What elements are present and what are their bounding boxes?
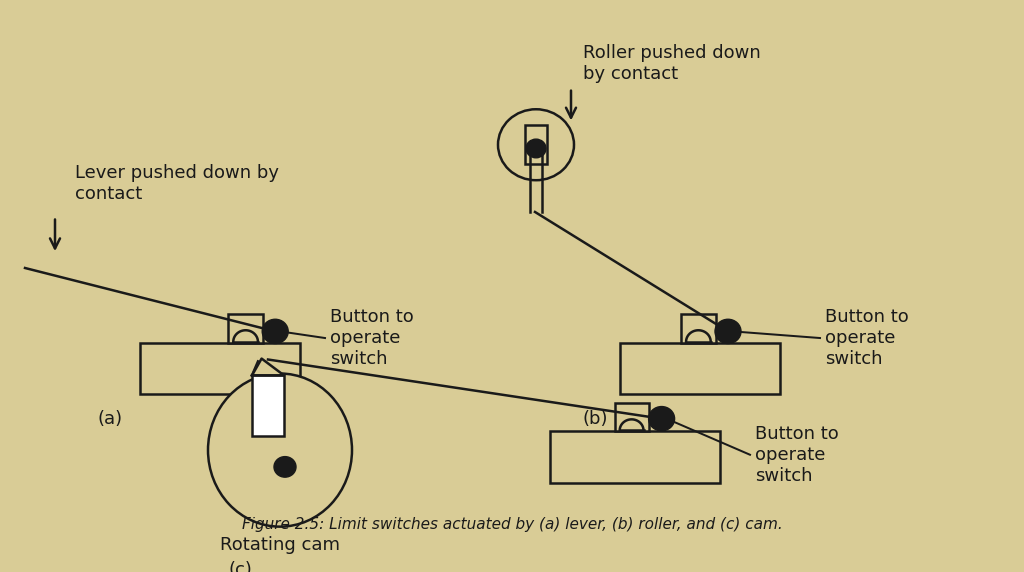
Text: Figure 2.5: Limit switches actuated by (a) lever, (b) roller, and (c) cam.: Figure 2.5: Limit switches actuated by (… — [242, 517, 782, 533]
Text: Button to
operate
switch: Button to operate switch — [330, 308, 414, 368]
Circle shape — [262, 319, 288, 344]
Bar — [228, 315, 263, 343]
Bar — [681, 315, 716, 343]
Bar — [614, 403, 648, 431]
Text: (b): (b) — [583, 410, 608, 428]
Text: Lever pushed down by
contact: Lever pushed down by contact — [75, 164, 279, 202]
Text: Button to
operate
switch: Button to operate switch — [755, 425, 839, 484]
Circle shape — [274, 456, 296, 477]
Circle shape — [648, 407, 675, 431]
Text: (a): (a) — [97, 410, 123, 428]
Bar — [525, 125, 547, 164]
Circle shape — [715, 319, 741, 344]
Circle shape — [526, 139, 546, 158]
Circle shape — [498, 109, 574, 180]
Text: (c): (c) — [228, 561, 252, 572]
Ellipse shape — [208, 374, 352, 527]
Bar — [252, 375, 284, 436]
Bar — [550, 431, 720, 483]
Bar — [252, 375, 284, 436]
Text: Rotating cam: Rotating cam — [220, 536, 340, 554]
Bar — [140, 343, 300, 394]
Bar — [620, 343, 780, 394]
Text: Roller pushed down
by contact: Roller pushed down by contact — [583, 44, 761, 83]
Text: Button to
operate
switch: Button to operate switch — [825, 308, 908, 368]
Polygon shape — [252, 359, 284, 375]
